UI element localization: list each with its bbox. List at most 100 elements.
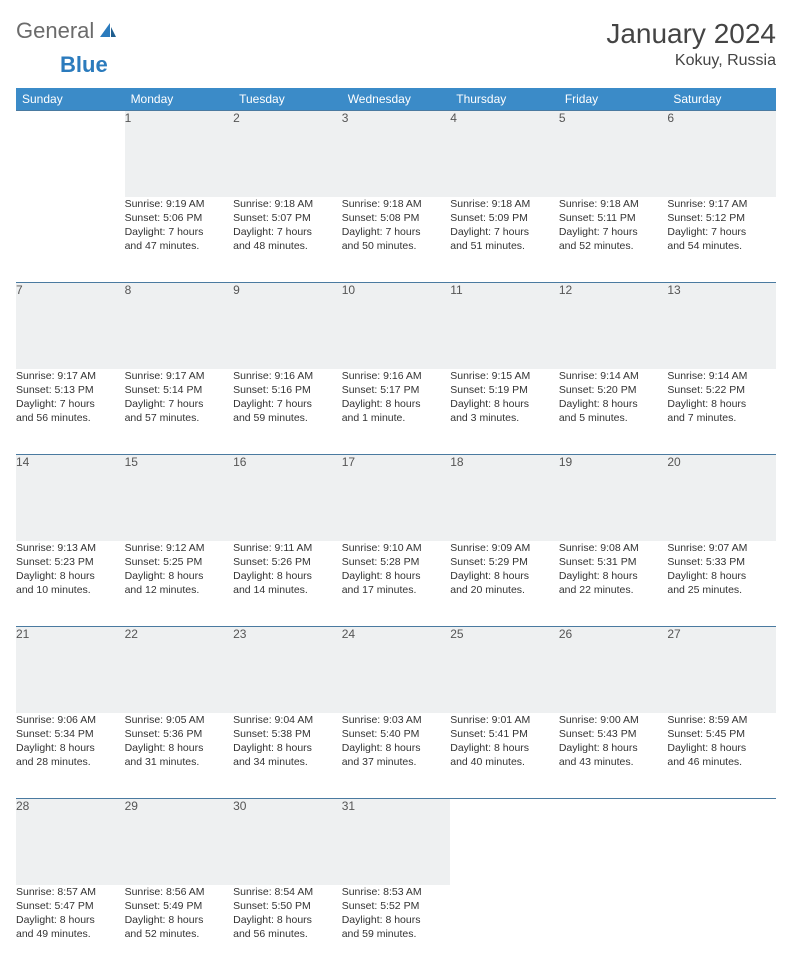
day-number: 30 xyxy=(233,799,342,885)
day-cell xyxy=(16,197,125,283)
day-number: 9 xyxy=(233,283,342,369)
sunset-text: Sunset: 5:12 PM xyxy=(667,211,776,225)
sunrise-text: Sunrise: 9:18 AM xyxy=(559,197,668,211)
day-info-row: Sunrise: 8:57 AMSunset: 5:47 PMDaylight:… xyxy=(16,885,776,971)
day-cell: Sunrise: 9:18 AMSunset: 5:11 PMDaylight:… xyxy=(559,197,668,283)
day-cell: Sunrise: 9:08 AMSunset: 5:31 PMDaylight:… xyxy=(559,541,668,627)
weekday-header: Thursday xyxy=(450,88,559,111)
day-cell: Sunrise: 9:07 AMSunset: 5:33 PMDaylight:… xyxy=(667,541,776,627)
daylight-text: Daylight: 8 hours xyxy=(559,397,668,411)
day-cell: Sunrise: 9:05 AMSunset: 5:36 PMDaylight:… xyxy=(125,713,234,799)
daylight-text: Daylight: 8 hours xyxy=(16,913,125,927)
daylight-text: and 37 minutes. xyxy=(342,755,451,769)
day-number: 27 xyxy=(667,627,776,713)
month-title: January 2024 xyxy=(606,18,776,50)
sunrise-text: Sunrise: 9:09 AM xyxy=(450,541,559,555)
daylight-text: and 47 minutes. xyxy=(125,239,234,253)
sunrise-text: Sunrise: 8:53 AM xyxy=(342,885,451,899)
weekday-header: Sunday xyxy=(16,88,125,111)
day-number: 19 xyxy=(559,455,668,541)
sunrise-text: Sunrise: 9:12 AM xyxy=(125,541,234,555)
logo-sail-icon xyxy=(98,21,118,41)
day-cell: Sunrise: 9:06 AMSunset: 5:34 PMDaylight:… xyxy=(16,713,125,799)
daylight-text: and 28 minutes. xyxy=(16,755,125,769)
daylight-text: and 10 minutes. xyxy=(16,583,125,597)
day-number: 16 xyxy=(233,455,342,541)
day-number: 17 xyxy=(342,455,451,541)
daylight-text: Daylight: 8 hours xyxy=(342,741,451,755)
sunrise-text: Sunrise: 9:14 AM xyxy=(559,369,668,383)
day-number xyxy=(16,111,125,197)
daylight-text: and 5 minutes. xyxy=(559,411,668,425)
sunset-text: Sunset: 5:11 PM xyxy=(559,211,668,225)
daylight-text: and 48 minutes. xyxy=(233,239,342,253)
daylight-text: and 52 minutes. xyxy=(125,927,234,941)
day-number: 3 xyxy=(342,111,451,197)
day-number-row: 123456 xyxy=(16,111,776,197)
day-number: 23 xyxy=(233,627,342,713)
sunset-text: Sunset: 5:08 PM xyxy=(342,211,451,225)
day-cell: Sunrise: 9:14 AMSunset: 5:22 PMDaylight:… xyxy=(667,369,776,455)
day-number: 14 xyxy=(16,455,125,541)
sunset-text: Sunset: 5:13 PM xyxy=(16,383,125,397)
sunrise-text: Sunrise: 9:06 AM xyxy=(16,713,125,727)
day-number-row: 28293031 xyxy=(16,799,776,885)
daylight-text: Daylight: 8 hours xyxy=(233,569,342,583)
daylight-text: and 52 minutes. xyxy=(559,239,668,253)
day-number xyxy=(667,799,776,885)
day-number: 2 xyxy=(233,111,342,197)
daylight-text: and 57 minutes. xyxy=(125,411,234,425)
daylight-text: and 20 minutes. xyxy=(450,583,559,597)
daylight-text: and 1 minute. xyxy=(342,411,451,425)
day-info-row: Sunrise: 9:06 AMSunset: 5:34 PMDaylight:… xyxy=(16,713,776,799)
day-cell: Sunrise: 9:13 AMSunset: 5:23 PMDaylight:… xyxy=(16,541,125,627)
daylight-text: Daylight: 8 hours xyxy=(450,397,559,411)
day-info-row: Sunrise: 9:19 AMSunset: 5:06 PMDaylight:… xyxy=(16,197,776,283)
daylight-text: and 56 minutes. xyxy=(16,411,125,425)
day-cell: Sunrise: 9:17 AMSunset: 5:14 PMDaylight:… xyxy=(125,369,234,455)
daylight-text: and 34 minutes. xyxy=(233,755,342,769)
sunset-text: Sunset: 5:17 PM xyxy=(342,383,451,397)
day-cell: Sunrise: 8:54 AMSunset: 5:50 PMDaylight:… xyxy=(233,885,342,971)
weekday-header: Friday xyxy=(559,88,668,111)
daylight-text: and 17 minutes. xyxy=(342,583,451,597)
sunrise-text: Sunrise: 9:03 AM xyxy=(342,713,451,727)
title-block: January 2024 Kokuy, Russia xyxy=(606,18,776,70)
daylight-text: and 43 minutes. xyxy=(559,755,668,769)
sunrise-text: Sunrise: 9:04 AM xyxy=(233,713,342,727)
day-cell: Sunrise: 9:15 AMSunset: 5:19 PMDaylight:… xyxy=(450,369,559,455)
logo: General xyxy=(16,18,120,44)
daylight-text: and 3 minutes. xyxy=(450,411,559,425)
daylight-text: Daylight: 8 hours xyxy=(125,913,234,927)
daylight-text: and 49 minutes. xyxy=(16,927,125,941)
sunrise-text: Sunrise: 9:07 AM xyxy=(667,541,776,555)
day-cell: Sunrise: 8:57 AMSunset: 5:47 PMDaylight:… xyxy=(16,885,125,971)
day-number: 31 xyxy=(342,799,451,885)
daylight-text: Daylight: 8 hours xyxy=(450,741,559,755)
day-number: 8 xyxy=(125,283,234,369)
daylight-text: Daylight: 8 hours xyxy=(342,397,451,411)
daylight-text: and 51 minutes. xyxy=(450,239,559,253)
sunset-text: Sunset: 5:45 PM xyxy=(667,727,776,741)
sunrise-text: Sunrise: 9:17 AM xyxy=(125,369,234,383)
day-number-row: 78910111213 xyxy=(16,283,776,369)
day-number: 28 xyxy=(16,799,125,885)
logo-text-blue: Blue xyxy=(60,52,108,77)
sunset-text: Sunset: 5:29 PM xyxy=(450,555,559,569)
daylight-text: and 59 minutes. xyxy=(342,927,451,941)
daylight-text: and 12 minutes. xyxy=(125,583,234,597)
day-cell: Sunrise: 9:12 AMSunset: 5:25 PMDaylight:… xyxy=(125,541,234,627)
daylight-text: Daylight: 8 hours xyxy=(342,913,451,927)
sunset-text: Sunset: 5:14 PM xyxy=(125,383,234,397)
daylight-text: Daylight: 7 hours xyxy=(342,225,451,239)
daylight-text: Daylight: 8 hours xyxy=(559,741,668,755)
day-cell: Sunrise: 9:04 AMSunset: 5:38 PMDaylight:… xyxy=(233,713,342,799)
sunset-text: Sunset: 5:38 PM xyxy=(233,727,342,741)
daylight-text: Daylight: 8 hours xyxy=(16,741,125,755)
day-cell: Sunrise: 9:03 AMSunset: 5:40 PMDaylight:… xyxy=(342,713,451,799)
sunrise-text: Sunrise: 9:18 AM xyxy=(342,197,451,211)
daylight-text: and 46 minutes. xyxy=(667,755,776,769)
sunset-text: Sunset: 5:26 PM xyxy=(233,555,342,569)
daylight-text: and 59 minutes. xyxy=(233,411,342,425)
sunset-text: Sunset: 5:28 PM xyxy=(342,555,451,569)
